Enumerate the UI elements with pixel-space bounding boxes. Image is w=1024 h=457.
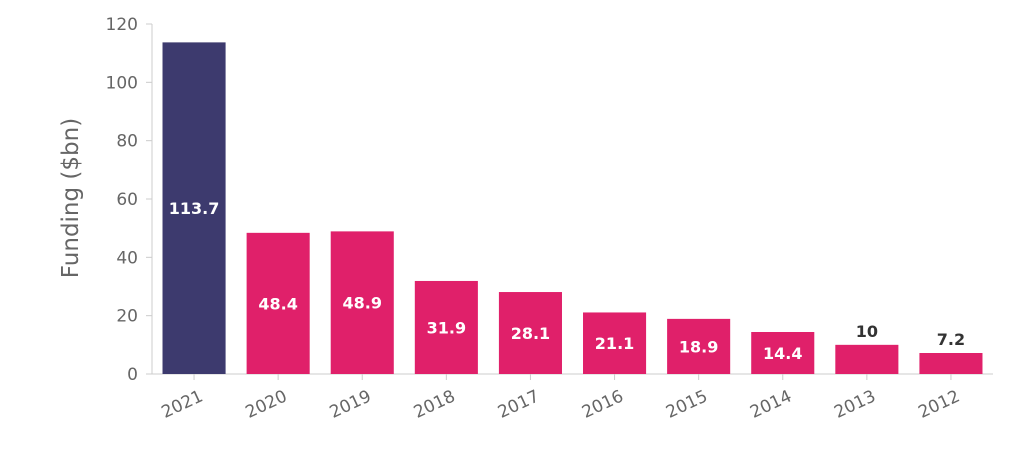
y-tick-label: 0 [127,365,138,385]
y-tick-label: 100 [106,73,138,93]
bar-value-label: 28.1 [511,324,550,343]
bar-series: 113.7 48.4 48.9 31.9 28.1 21.1 18.9 14.4 10 7.2 [162,42,983,374]
y-tick-label: 40 [116,248,138,268]
x-tick-label: 2019 [327,386,375,422]
bar-2015[interactable] [667,318,731,374]
bar-2012[interactable] [919,353,983,374]
x-tick-label: 2020 [243,386,291,422]
x-tick-label: 2015 [663,386,711,422]
bar-value-label: 14.4 [763,344,802,363]
y-tick-label: 60 [116,190,138,210]
bar-value-label: 48.4 [258,294,297,313]
bar-value-label: 113.7 [169,199,220,218]
bar-2013[interactable] [835,344,899,374]
bar-2018[interactable] [414,280,478,374]
x-tick-label: 2021 [158,386,206,422]
bar-value-label: 31.9 [427,318,466,337]
x-tick-label: 2018 [411,386,459,422]
bar-value-label: 21.1 [595,334,634,353]
bar-2017[interactable] [498,292,562,374]
y-tick-label: 80 [116,132,138,152]
bar-2016[interactable] [583,312,647,374]
x-tick-label: 2013 [831,386,879,422]
bar-2014[interactable] [751,332,815,374]
bar-2021[interactable] [162,42,226,374]
bar-value-label: 10 [856,322,878,341]
y-tick-label: 120 [106,15,138,35]
bar-value-label: 18.9 [679,337,718,356]
x-axis: 2021 2020 2019 2018 2017 2016 2015 2014 2013 2012 [152,373,993,423]
x-tick-label: 2012 [915,386,963,422]
x-tick-label: 2014 [747,386,795,422]
y-axis-title: Funding ($bn) [58,118,84,278]
bar-2019[interactable] [330,231,394,374]
bar-2020[interactable] [246,232,310,374]
x-tick-label: 2016 [579,386,627,422]
y-axis: 0 20 40 60 80 100 120 [106,15,153,385]
y-tick-label: 20 [116,307,138,327]
bar-value-label: 7.2 [937,330,965,349]
bar-value-label: 48.9 [343,294,382,313]
x-tick-label: 2017 [495,386,543,422]
